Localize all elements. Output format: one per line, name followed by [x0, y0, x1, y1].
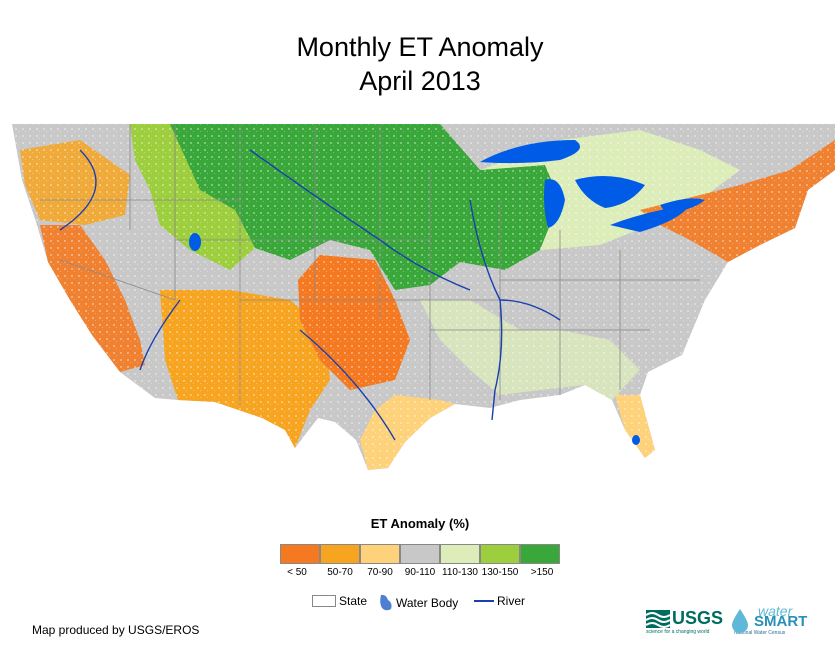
- legend-swatch-5: [480, 544, 520, 564]
- legend-river: River: [474, 594, 525, 608]
- great-lakes: [189, 140, 705, 445]
- legend-label-1: 50-70: [327, 567, 353, 578]
- legend-swatch-2: [360, 544, 400, 564]
- legend-title: ET Anomaly (%): [370, 516, 470, 531]
- map-title: Monthly ET Anomaly: [296, 32, 544, 62]
- legend-swatch-3: [400, 544, 440, 564]
- legend-label-5: 130-150: [481, 567, 519, 578]
- watersmart-logo: water SMART National Water Census: [728, 603, 807, 636]
- legend-label-0: < 50: [287, 567, 307, 578]
- map-subtitle-date: April 2013: [359, 66, 481, 96]
- usgs-logo: USGS science for a changing world: [646, 608, 724, 635]
- map-credit: Map produced by USGS/EROS: [32, 623, 200, 637]
- water-drop-icon: [732, 609, 748, 633]
- legend-swatch-0: [280, 544, 320, 564]
- legend-color-ramp: [280, 544, 560, 564]
- legend-state: State: [312, 594, 367, 608]
- rivers: [59, 149, 561, 441]
- legend-swatch-1: [320, 544, 360, 564]
- legend-water-body: Water Body: [378, 594, 458, 612]
- legend-swatch-4: [440, 544, 480, 564]
- river-symbol-icon: [474, 600, 494, 602]
- water-body-icon: [380, 594, 392, 611]
- usgs-wave-icon: [646, 609, 670, 628]
- legend-swatch-6: [520, 544, 560, 564]
- legend-label-6: >150: [530, 567, 554, 578]
- legend-label-2: 70-90: [367, 567, 393, 578]
- et-anomaly-map: [0, 118, 840, 488]
- legend-label-3: 90-110: [404, 567, 436, 578]
- state-symbol-icon: [312, 595, 336, 607]
- legend-label-4: 110-130: [442, 567, 478, 578]
